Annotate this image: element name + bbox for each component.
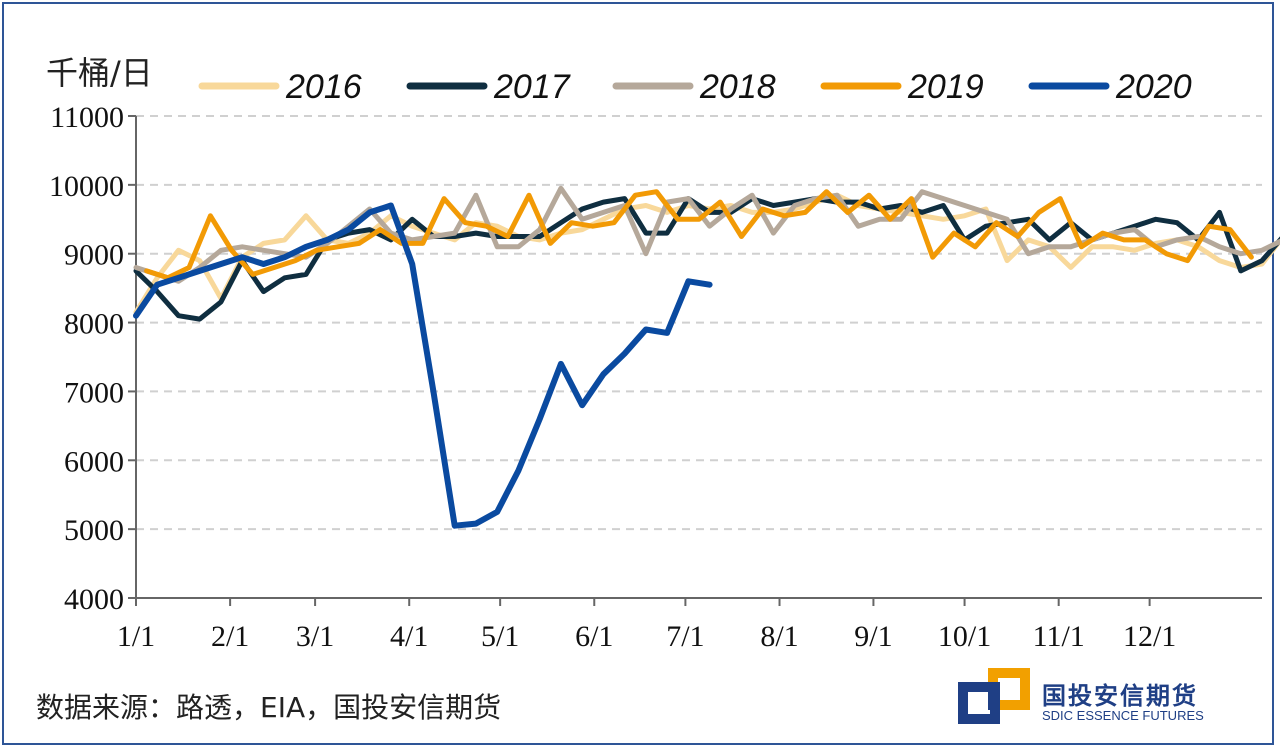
y-tick-label: 10000	[49, 170, 124, 203]
y-tick-label: 8000	[64, 308, 124, 341]
y-tick-label: 11000	[50, 101, 124, 134]
logo-english-name: SDIC ESSENCE FUTURES	[1042, 708, 1204, 723]
legend-label: 2018	[699, 68, 776, 106]
logo-mark-icon	[958, 668, 1030, 724]
y-tick-label: 5000	[64, 514, 124, 547]
axes: 4000 5000 6000 7000 8000 9000 10000 11000 1/1 2/1…	[49, 101, 1262, 653]
series-lines	[133, 185, 1280, 529]
y-tick-label: 4000	[64, 583, 124, 616]
x-tick-label: 10/1	[938, 620, 991, 653]
x-tick-label: 5/1	[481, 620, 519, 653]
x-tick-label: 11/1	[1033, 620, 1085, 653]
y-tick-label: 9000	[64, 239, 124, 272]
x-tick-label: 7/1	[666, 620, 704, 653]
company-logo: 国投安信期货 SDIC ESSENCE FUTURES	[958, 668, 1258, 728]
x-tick-label: 6/1	[575, 620, 613, 653]
x-tick-label: 9/1	[854, 620, 892, 653]
legend-label: 2020	[1115, 68, 1192, 106]
series-line-2016	[133, 192, 1280, 315]
x-tick-label: 8/1	[760, 620, 798, 653]
x-tick-label: 2/1	[211, 620, 249, 653]
x-tick-label: 1/1	[117, 620, 155, 653]
y-tick-label: 7000	[64, 376, 124, 409]
y-tick-label: 6000	[64, 445, 124, 478]
x-tick-label: 12/1	[1123, 620, 1176, 653]
legend-label: 2017	[493, 68, 571, 106]
x-tick-label: 4/1	[390, 620, 428, 653]
x-tick-label: 3/1	[296, 620, 334, 653]
series-line-2019	[144, 189, 1254, 281]
series-line-2020	[133, 202, 713, 529]
legend: 2016 2017 2018 2019 2020	[198, 68, 1192, 106]
y-unit-label: 千桶/日	[46, 54, 153, 92]
grid-lines	[136, 115, 1262, 531]
legend-label: 2016	[285, 68, 362, 106]
logo-chinese-name: 国投安信期货	[1042, 682, 1198, 710]
data-source-note: 数据来源：路透，EIA，国投安信期货	[36, 691, 502, 724]
legend-label: 2019	[907, 68, 984, 106]
